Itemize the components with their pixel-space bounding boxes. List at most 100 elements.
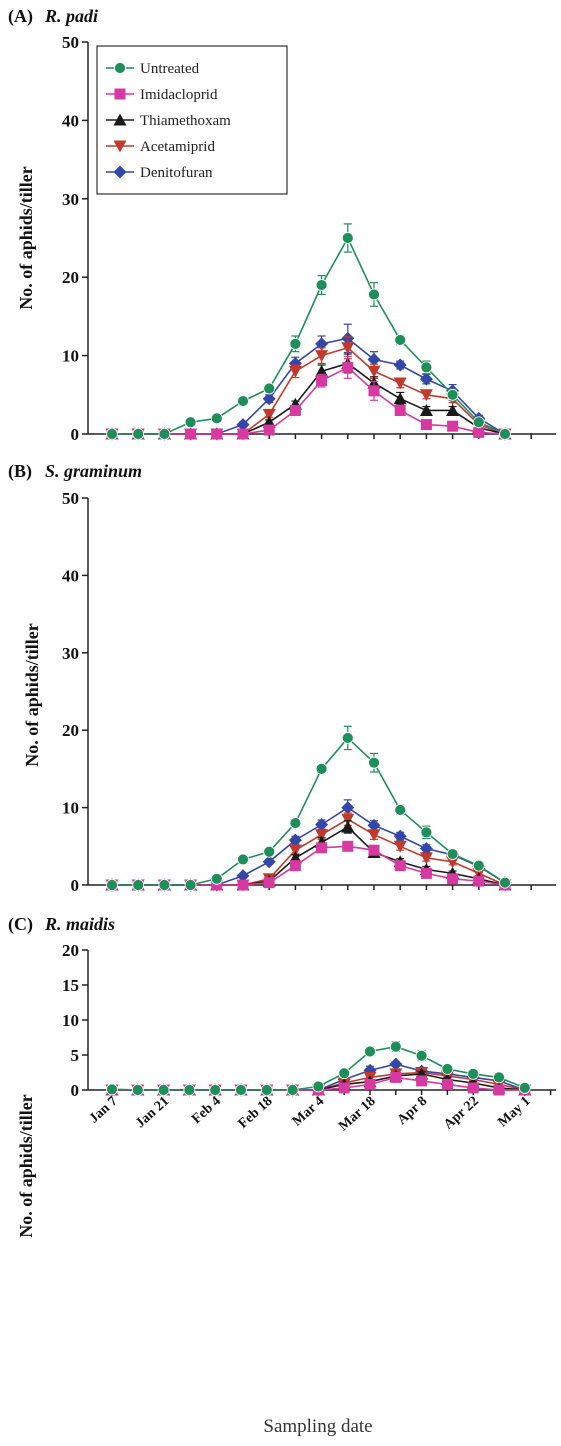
series-line	[112, 337, 506, 435]
data-point	[390, 1071, 402, 1083]
data-point	[158, 428, 171, 440]
data-point	[341, 820, 355, 833]
data-point	[393, 840, 407, 853]
data-point	[237, 853, 249, 866]
data-point	[262, 408, 276, 421]
data-point	[185, 428, 197, 440]
data-point	[367, 829, 381, 842]
data-point	[419, 852, 433, 865]
data-point	[132, 879, 145, 891]
data-point	[393, 377, 407, 390]
data-point	[493, 1084, 505, 1096]
x-tick-label: Feb 18	[236, 1094, 276, 1132]
data-point	[262, 392, 276, 406]
data-point	[342, 361, 354, 373]
data-point	[263, 382, 276, 395]
data-point	[184, 879, 197, 891]
y-tick-label: 40	[62, 566, 79, 585]
data-point	[106, 428, 118, 440]
y-tick-label: 5	[71, 1046, 80, 1065]
data-point	[368, 288, 380, 301]
panel-a-plot: 0 10 20 30 40 50	[62, 33, 556, 444]
data-point	[446, 403, 460, 416]
y-tick-label: 20	[62, 941, 79, 960]
data-point	[106, 1083, 118, 1096]
legend-marker	[113, 165, 127, 179]
data-point	[236, 869, 250, 883]
y-tick-label: 30	[62, 190, 79, 209]
data-point	[288, 844, 302, 857]
panel-a-title: (A) R. padi	[8, 6, 98, 27]
y-tick-label: 20	[62, 721, 79, 740]
x-tick-label: Apr 8	[395, 1094, 431, 1128]
data-point	[158, 879, 171, 891]
data-point	[420, 419, 432, 431]
data-point	[315, 337, 329, 351]
panel-c-species: R. maidis	[44, 914, 115, 934]
series-untreated	[106, 1040, 531, 1096]
legend-item: Thiamethoxam	[106, 113, 231, 129]
legend-label: Thiamethoxam	[140, 113, 231, 129]
data-point	[106, 879, 118, 891]
panel-a-ylabel: No. of aphids/tiller	[16, 166, 36, 310]
data-point	[364, 1078, 376, 1090]
data-point	[499, 428, 511, 440]
data-point	[447, 420, 459, 432]
legend-item: Imidacloprid	[106, 87, 218, 103]
y-tick-label: 15	[62, 976, 79, 995]
data-point	[132, 428, 145, 440]
data-point	[419, 403, 433, 416]
data-point	[289, 404, 301, 416]
y-tick-label: 10	[62, 347, 79, 366]
data-point	[467, 1082, 479, 1094]
data-point	[394, 804, 407, 816]
data-point	[262, 855, 276, 869]
data-point	[367, 818, 381, 832]
data-point	[446, 856, 460, 869]
x-tick-label: Jan 7	[87, 1094, 121, 1127]
data-point	[367, 353, 381, 367]
data-point	[389, 1057, 403, 1071]
data-point	[263, 424, 275, 436]
data-point	[289, 817, 302, 829]
legend-label: Imidacloprid	[140, 87, 218, 103]
data-point	[341, 801, 355, 815]
x-tick-label: Feb 4	[189, 1094, 224, 1127]
data-point	[263, 845, 276, 858]
y-tick-label: 0	[71, 425, 80, 444]
data-point	[393, 829, 407, 843]
data-point	[446, 848, 459, 860]
series-line	[112, 818, 506, 886]
data-point	[209, 1084, 222, 1096]
x-tick-label: May 1	[495, 1094, 533, 1130]
series-line	[112, 346, 506, 435]
legend-item: Denitofuran	[106, 165, 213, 181]
data-point	[288, 365, 302, 378]
data-point	[338, 1082, 350, 1094]
data-point	[315, 818, 329, 832]
data-point	[419, 389, 433, 402]
panel-c-label: (C)	[8, 914, 33, 935]
data-point	[210, 872, 223, 885]
data-point	[416, 1075, 428, 1087]
data-point	[341, 813, 355, 826]
y-tick-label: 50	[62, 489, 79, 508]
data-point	[288, 833, 302, 847]
series-line	[112, 362, 506, 435]
data-point	[237, 879, 249, 891]
data-point	[211, 428, 223, 440]
data-point	[341, 232, 354, 244]
panel-b-ylabel: No. of aphids/tiller	[22, 623, 42, 767]
data-point	[289, 337, 302, 350]
data-point	[316, 375, 328, 387]
data-point	[518, 1082, 531, 1094]
series-line	[112, 736, 506, 886]
panel-c-title: (C) R. maidis	[8, 914, 115, 935]
data-point	[367, 365, 381, 378]
data-point	[211, 879, 223, 891]
legend-marker	[114, 88, 126, 100]
data-point	[441, 1063, 454, 1075]
data-point	[315, 763, 328, 775]
x-tick-label: Mar 18	[336, 1094, 379, 1134]
data-point	[237, 428, 249, 440]
